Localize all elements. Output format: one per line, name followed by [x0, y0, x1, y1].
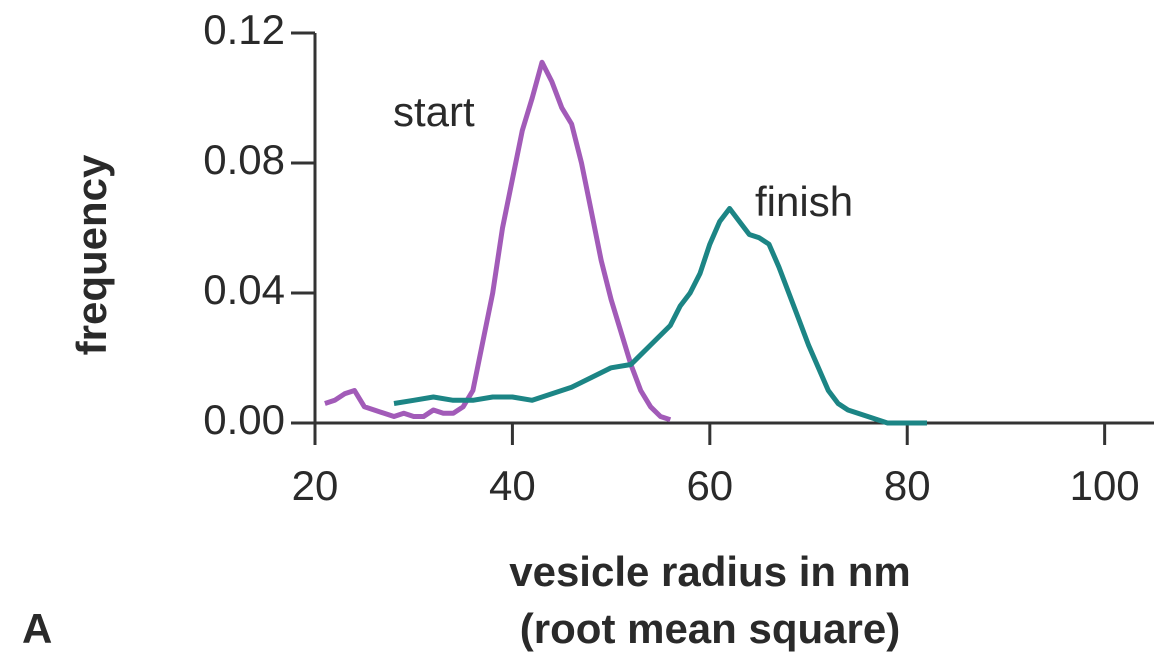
x-axis-subtitle: (root mean square): [520, 605, 900, 652]
panel-label: A: [22, 605, 52, 652]
y-tick-label: 0.12: [203, 6, 285, 53]
x-tick-label: 40: [489, 462, 536, 509]
series-line: [393, 206, 927, 426]
x-axis-title: vesicle radius in nm: [509, 548, 911, 595]
series-line: [324, 59, 672, 423]
y-tick-label: 0.04: [203, 266, 285, 313]
y-tick-label: 0.08: [203, 136, 285, 183]
x-tick-label: 60: [686, 462, 733, 509]
y-axis-title: frequency: [68, 154, 115, 355]
x-tick-label: 80: [884, 462, 931, 509]
x-tick-label: 20: [292, 462, 339, 509]
y-tick-label: 0.00: [203, 396, 285, 443]
series-label: finish: [755, 178, 853, 225]
series-label: start: [393, 88, 475, 135]
x-tick-label: 100: [1070, 462, 1140, 509]
